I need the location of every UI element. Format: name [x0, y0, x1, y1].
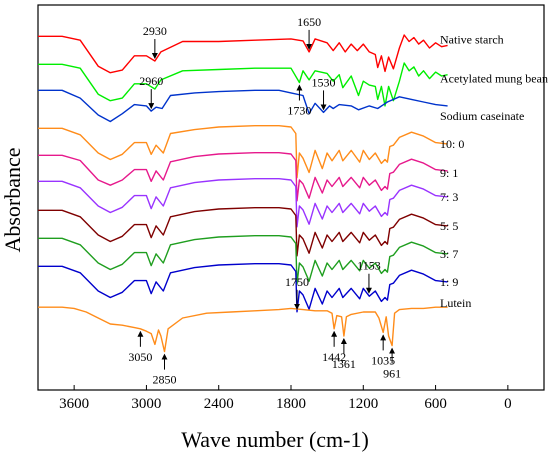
- series-line-5: [38, 178, 448, 228]
- peak-label: 2850: [153, 373, 177, 387]
- series-line-1: [38, 62, 448, 107]
- series-label: 10: 0: [440, 137, 464, 151]
- x-tick-label: 600: [424, 396, 447, 412]
- series-line-7: [38, 235, 448, 285]
- x-tick-label: 0: [504, 396, 512, 412]
- series-label: Lutein: [440, 296, 471, 310]
- series-label: 5: 5: [440, 219, 458, 233]
- series-label: Acetylated mung bean starch: [440, 72, 550, 86]
- series-label: 1: 9: [440, 275, 458, 289]
- series-line-9: [38, 306, 448, 353]
- x-axis-label: Wave number (cm-1): [181, 427, 369, 452]
- series-label: 3: 7: [440, 247, 458, 261]
- peak-label: 1153: [357, 259, 381, 273]
- peak-label: 1035: [371, 353, 395, 367]
- peak-label: 2960: [139, 74, 163, 88]
- series-label: 7: 3: [440, 190, 458, 204]
- peak-label: 1750: [285, 275, 309, 289]
- series-label: Native starch: [440, 32, 504, 46]
- x-tick-label: 3000: [131, 396, 161, 412]
- series-line-3: [38, 125, 448, 179]
- peak-label: 1442: [322, 350, 346, 364]
- x-tick-label: 2400: [204, 396, 234, 412]
- peak-label: 3050: [128, 350, 152, 364]
- peak-label: 2930: [143, 24, 167, 38]
- series-line-6: [38, 207, 448, 257]
- peak-label: 961: [383, 367, 401, 381]
- peak-label: 1361: [332, 357, 356, 371]
- series-line-8: [38, 263, 448, 313]
- x-tick-label: 3600: [59, 396, 89, 412]
- x-axis-ticks: 3600 3000 2400 1800 1200 600 0: [59, 385, 512, 412]
- series-label: Sodium caseinate: [440, 109, 524, 123]
- peak-label: 1650: [297, 15, 321, 29]
- series-label: 9: 1: [440, 166, 458, 180]
- series-labels: Native starch Acetylated mung bean starch…: [440, 32, 550, 310]
- x-tick-label: 1800: [276, 396, 306, 412]
- series-layer: [38, 34, 448, 353]
- series-line-0: [38, 34, 448, 74]
- plot-frame: [37, 4, 545, 391]
- x-tick-label: 1200: [348, 396, 378, 412]
- series-line-4: [38, 152, 448, 202]
- y-axis-label: Absorbance: [0, 147, 25, 252]
- series-line-2: [38, 89, 448, 123]
- peak-label: 1530: [312, 75, 336, 89]
- peak-label: 1730: [287, 104, 311, 118]
